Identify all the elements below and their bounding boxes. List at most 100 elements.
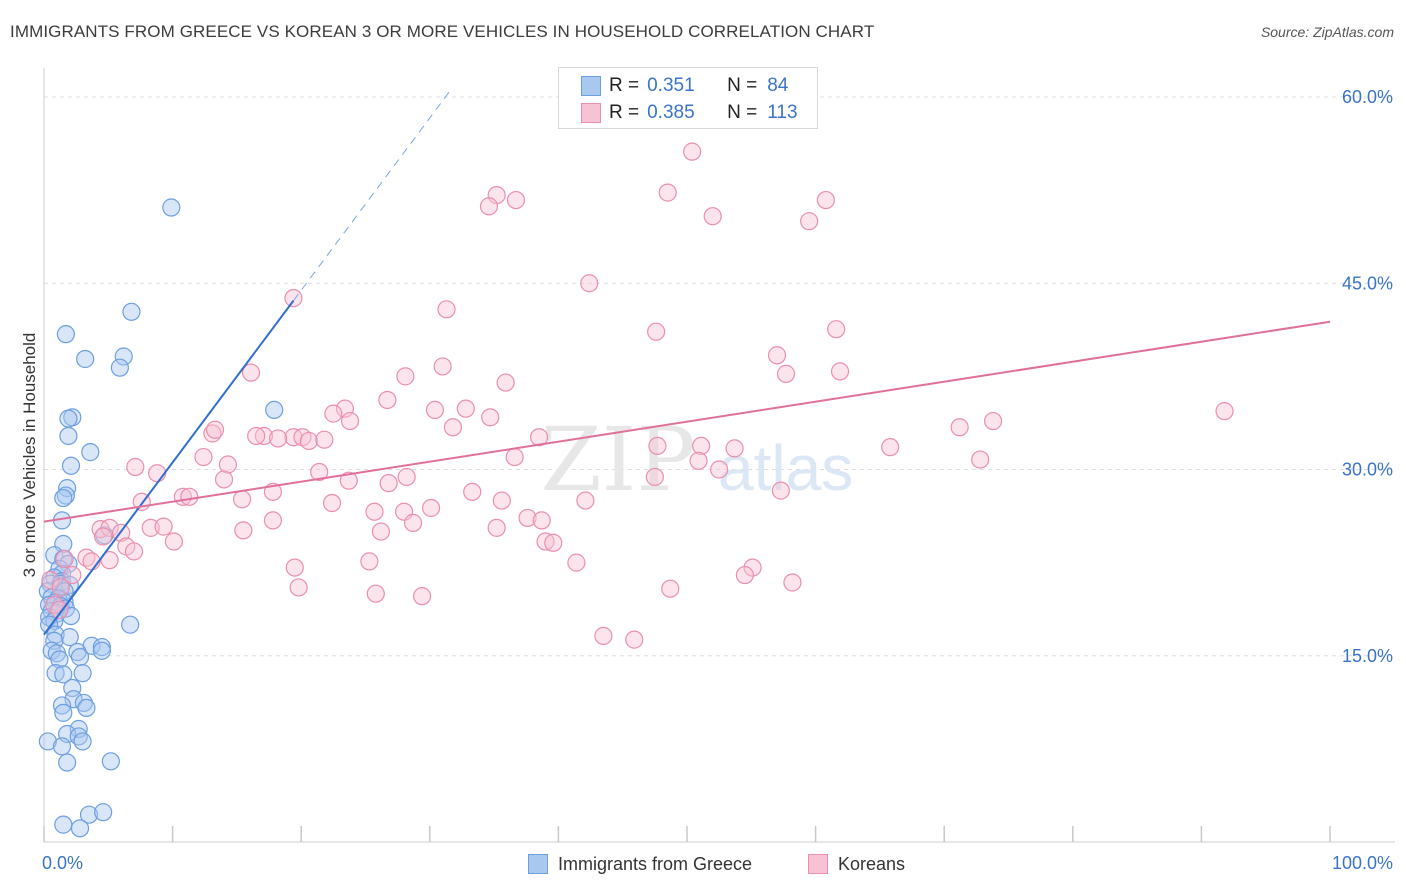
data-point <box>232 490 252 509</box>
data-point <box>73 732 92 751</box>
data-point <box>443 418 463 437</box>
data-point <box>479 197 499 216</box>
data-point <box>505 447 524 467</box>
stats-swatch-koreans <box>581 103 601 123</box>
stats-n-value: 84 <box>767 75 789 96</box>
data-point <box>536 532 555 551</box>
data-point <box>56 325 75 344</box>
data-point <box>830 362 850 381</box>
data-point <box>241 363 261 382</box>
data-point <box>58 753 77 772</box>
data-point <box>92 641 111 660</box>
data-point <box>532 511 551 530</box>
data-point <box>61 606 81 626</box>
data-point <box>94 803 113 822</box>
data-point <box>378 390 397 410</box>
data-point <box>58 479 77 498</box>
data-point <box>50 600 69 619</box>
data-point <box>816 190 835 210</box>
data-point <box>645 467 664 487</box>
data-point <box>648 436 667 456</box>
data-point <box>54 488 73 508</box>
stats-r-label: R = <box>609 102 640 123</box>
x-tick-label-max: 100.0% <box>1332 853 1393 873</box>
data-point <box>55 549 74 569</box>
data-point <box>437 300 456 319</box>
data-point <box>983 411 1003 431</box>
data-point <box>79 805 99 824</box>
data-point <box>776 364 796 383</box>
data-point <box>530 428 549 447</box>
data-point <box>518 508 537 528</box>
data-point <box>767 346 787 365</box>
data-point <box>180 487 199 506</box>
data-point <box>299 431 319 451</box>
data-point <box>268 429 288 448</box>
data-point <box>371 522 391 541</box>
data-point <box>254 426 274 446</box>
data-point <box>661 579 680 598</box>
data-point <box>366 584 385 603</box>
legend-label-koreans: Koreans <box>838 853 906 874</box>
data-point <box>45 595 64 614</box>
data-point <box>379 474 398 493</box>
data-point <box>360 552 379 571</box>
data-point <box>73 664 92 683</box>
stats-r-label: R = <box>609 75 640 96</box>
data-point <box>94 527 113 546</box>
data-point <box>194 447 213 467</box>
y-tick-label: 30.0% <box>1342 460 1393 480</box>
stats-n-value: 113 <box>767 102 798 123</box>
data-point <box>218 455 237 474</box>
data-point <box>506 190 526 210</box>
data-point <box>576 491 595 510</box>
data-point <box>771 481 790 500</box>
data-point <box>322 493 342 513</box>
data-point <box>881 438 900 457</box>
axes <box>43 68 1395 843</box>
data-point <box>110 358 129 377</box>
stats-row-koreans: R = 0.385 N = 113 <box>581 100 798 126</box>
data-point <box>456 399 475 418</box>
data-point <box>703 207 722 226</box>
data-point <box>247 426 266 446</box>
data-point <box>81 443 100 462</box>
data-point <box>121 615 140 634</box>
stats-box: R = 0.351 N = 84 R = 0.385 N = 113 <box>558 67 818 129</box>
data-point <box>492 491 511 510</box>
data-point <box>971 450 990 469</box>
data-point <box>56 486 75 505</box>
data-point <box>481 408 500 427</box>
data-point <box>412 587 432 606</box>
data-point <box>41 570 60 590</box>
y-tick-label: 45.0% <box>1342 273 1393 293</box>
data-point <box>164 532 183 551</box>
legend-label-greece: Immigrants from Greece <box>558 853 753 874</box>
data-point <box>433 357 452 376</box>
data-point <box>463 482 482 501</box>
legend-swatch-greece <box>528 854 548 874</box>
legend-item-greece[interactable]: Immigrants from Greece <box>528 852 752 876</box>
data-point <box>54 665 73 684</box>
data-point <box>735 565 754 585</box>
data-point <box>101 752 120 771</box>
trend-lines <box>43 91 1331 636</box>
data-point <box>689 451 708 470</box>
data-point <box>61 456 81 475</box>
stats-row-greece: R = 0.351 N = 84 <box>581 73 789 99</box>
data-point <box>63 565 82 585</box>
data-point <box>692 436 711 456</box>
data-point <box>544 533 563 552</box>
data-point <box>683 142 702 161</box>
data-point <box>154 517 173 536</box>
y-tick-label: 60.0% <box>1342 87 1393 107</box>
data-point <box>214 470 234 489</box>
data-point <box>70 647 90 667</box>
data-point <box>52 696 72 715</box>
legend-item-koreans[interactable]: Koreans <box>808 852 905 876</box>
data-point <box>205 420 225 439</box>
stats-n-label: N = <box>727 75 758 96</box>
data-point <box>421 498 441 518</box>
data-point <box>50 650 69 669</box>
